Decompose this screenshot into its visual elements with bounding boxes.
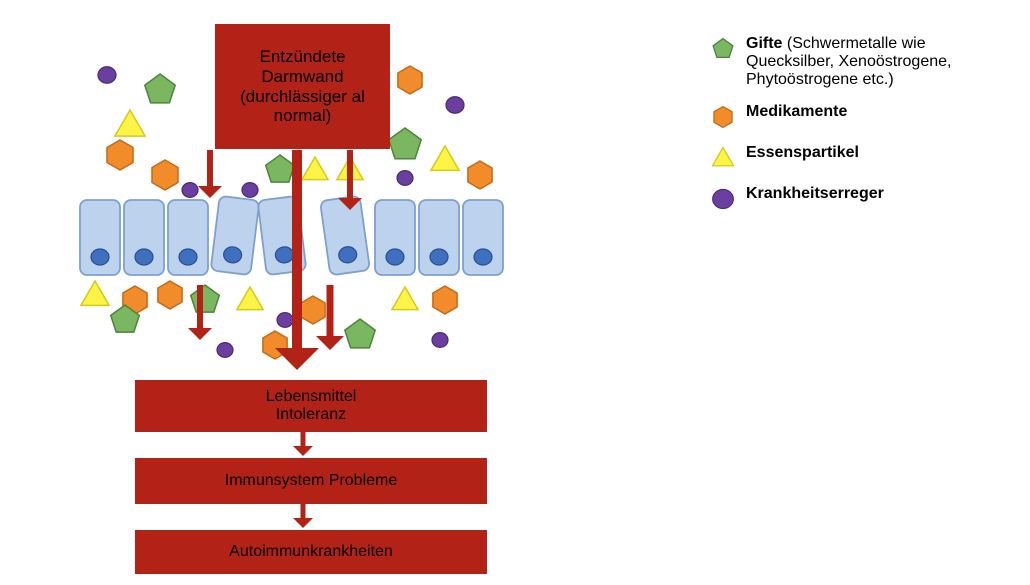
legend-item-gifte: Gifte (Schwermetalle wie Quecksilber, Xe… xyxy=(710,35,1010,89)
legend-label: Gifte (Schwermetalle wie Quecksilber, Xe… xyxy=(746,35,1010,89)
circle-icon xyxy=(710,186,736,212)
legend-item-krankheitserreger: Krankheitserreger xyxy=(710,185,1010,212)
box-autoimmune-text: Autoimmunkrankheiten xyxy=(229,543,393,561)
diagram-stage: EntzündeteDarmwand(durchlässiger alnorma… xyxy=(0,0,1030,585)
legend-bold: Essenspartikel xyxy=(746,144,859,161)
legend: Gifte (Schwermetalle wie Quecksilber, Xe… xyxy=(710,35,1010,226)
box-food-intolerance: LebensmittelIntoleranz xyxy=(135,380,487,432)
legend-item-essenspartikel: Essenspartikel xyxy=(710,144,1010,171)
legend-bold: Medikamente xyxy=(746,103,847,120)
box-autoimmune: Autoimmunkrankheiten xyxy=(135,530,487,574)
legend-bold: Krankheitserreger xyxy=(746,185,884,202)
pentagon-icon xyxy=(710,36,736,62)
box-food-intolerance-text: LebensmittelIntoleranz xyxy=(266,388,357,425)
hexagon-icon xyxy=(710,104,736,130)
legend-item-medikamente: Medikamente xyxy=(710,103,1010,130)
legend-label: Krankheitserreger xyxy=(746,185,884,203)
title-box-text: EntzündeteDarmwand(durchlässiger alnorma… xyxy=(240,47,365,125)
box-immune-problems-text: Immunsystem Probleme xyxy=(225,472,398,490)
legend-bold: Gifte xyxy=(746,35,782,52)
triangle-icon xyxy=(710,145,736,171)
box-immune-problems: Immunsystem Probleme xyxy=(135,458,487,504)
title-box: EntzündeteDarmwand(durchlässiger alnorma… xyxy=(215,24,390,149)
legend-label: Essenspartikel xyxy=(746,144,859,162)
legend-label: Medikamente xyxy=(746,103,847,121)
